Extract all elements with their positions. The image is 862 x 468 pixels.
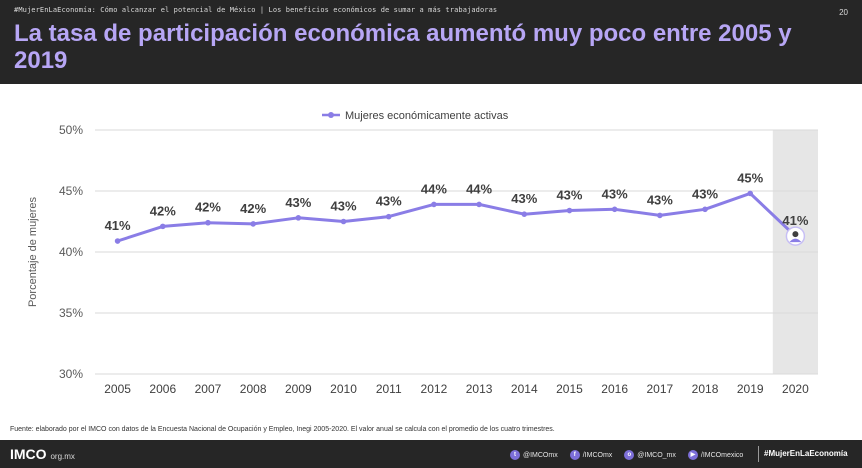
x-tick-label: 2006: [149, 382, 176, 396]
data-point: [657, 212, 663, 219]
data-point: [702, 206, 708, 213]
social-handle: @IMCOmx: [523, 451, 558, 459]
y-tick-label: 50%: [59, 123, 83, 137]
data-label: 43%: [647, 192, 673, 207]
data-point: [340, 218, 347, 225]
data-point: [476, 201, 482, 208]
social-links: t @IMCOmx f /IMCOmx o @IMCO_mx ▶ /IMCOme…: [510, 448, 755, 462]
y-tick-label: 40%: [59, 245, 83, 259]
social-youtube[interactable]: ▶ /IMCOmexico: [687, 450, 744, 460]
y-tick-label: 30%: [59, 367, 83, 381]
x-tick-label: 2013: [466, 382, 493, 396]
x-tick-label: 2011: [376, 382, 402, 396]
data-label: 43%: [285, 195, 311, 210]
slide-footer: IMCO org.mx t @IMCOmx f /IMCOmx o @IMCO_…: [0, 440, 862, 468]
x-tick-label: 2016: [601, 382, 628, 396]
youtube-icon: ▶: [687, 450, 698, 460]
data-label: 45%: [737, 170, 763, 185]
hashtag: #MujerEnLaEconomía: [764, 449, 848, 458]
x-tick-label: 2008: [240, 382, 267, 396]
y-tick-label: 35%: [59, 306, 83, 320]
data-point: [431, 201, 437, 208]
data-point: [295, 215, 302, 221]
avatar-body-shape: [789, 238, 802, 243]
y-tick-label: 45%: [59, 184, 83, 198]
data-label: 43%: [511, 191, 537, 206]
x-tick-label: 2005: [104, 382, 131, 396]
logo-domain: org.mx: [50, 452, 75, 461]
line-chart: 30% 35% 40% 45% 50% Porcentaje de mujeres 2005…: [27, 110, 818, 396]
data-label: 44%: [421, 181, 447, 196]
x-tick-label: 2020: [782, 382, 809, 396]
legend-marker: [328, 112, 334, 118]
social-instagram[interactable]: o @IMCO_mx: [624, 450, 676, 460]
social-handle: @IMCO_mx: [637, 451, 676, 459]
social-handle: /IMCOmx: [582, 451, 613, 459]
page-number: 20: [839, 8, 848, 17]
data-label: 44%: [466, 181, 492, 196]
data-label: 43%: [376, 194, 402, 209]
footer-divider: [758, 446, 759, 462]
social-handle: /IMCOmexico: [700, 451, 744, 459]
data-point: [205, 219, 211, 226]
data-point: [566, 207, 573, 214]
x-tick-label: 2017: [646, 382, 673, 396]
data-label: 41%: [105, 218, 131, 233]
data-point: [521, 211, 528, 217]
page-title: La tasa de participación económica aumen…: [14, 20, 792, 74]
data-label: 41%: [782, 213, 808, 228]
legend-label: Mujeres económicamente activas: [345, 110, 509, 122]
x-tick-label: 2009: [285, 382, 312, 396]
x-tick-label: 2012: [421, 382, 448, 396]
data-point: [611, 206, 618, 213]
data-label: 42%: [150, 203, 176, 218]
data-label: 43%: [602, 186, 628, 201]
imco-logo: IMCO org.mx: [10, 446, 75, 462]
data-point: [159, 223, 166, 230]
data-label: 42%: [195, 200, 221, 215]
y-axis-label: Porcentaje de mujeres: [27, 196, 39, 307]
social-facebook[interactable]: f /IMCOmx: [569, 450, 613, 460]
data-label: 42%: [240, 201, 266, 216]
data-point: [747, 190, 754, 197]
series-line: [117, 191, 797, 243]
data-point: [385, 213, 392, 220]
facebook-icon: f: [569, 450, 580, 460]
instagram-icon: o: [624, 450, 635, 460]
x-tick-label: 2010: [330, 382, 357, 396]
logo-text: IMCO: [10, 446, 47, 462]
chart-area: 30% 35% 40% 45% 50% Porcentaje de mujeres 2005…: [0, 96, 862, 416]
x-tick-label: 2014: [511, 382, 538, 396]
slide-header: #MujerEnLaEconomía: Cómo alcanzar el pot…: [0, 0, 862, 84]
avatar-head-shape: [792, 231, 799, 238]
x-tick-label: 2018: [692, 382, 719, 396]
data-point: [114, 238, 121, 244]
data-label: 43%: [556, 188, 582, 203]
breadcrumb: #MujerEnLaEconomía: Cómo alcanzar el pot…: [14, 6, 498, 14]
twitter-icon: t: [510, 450, 520, 460]
x-tick-label: 2015: [556, 382, 583, 396]
data-label: 43%: [692, 186, 718, 201]
data-point: [250, 221, 256, 227]
x-tick-label: 2019: [737, 382, 764, 396]
data-label: 43%: [331, 199, 357, 214]
x-tick-label: 2007: [195, 382, 222, 396]
social-twitter[interactable]: t @IMCOmx: [510, 450, 558, 460]
source-note: Fuente: elaborado por el IMCO con datos …: [10, 426, 555, 433]
